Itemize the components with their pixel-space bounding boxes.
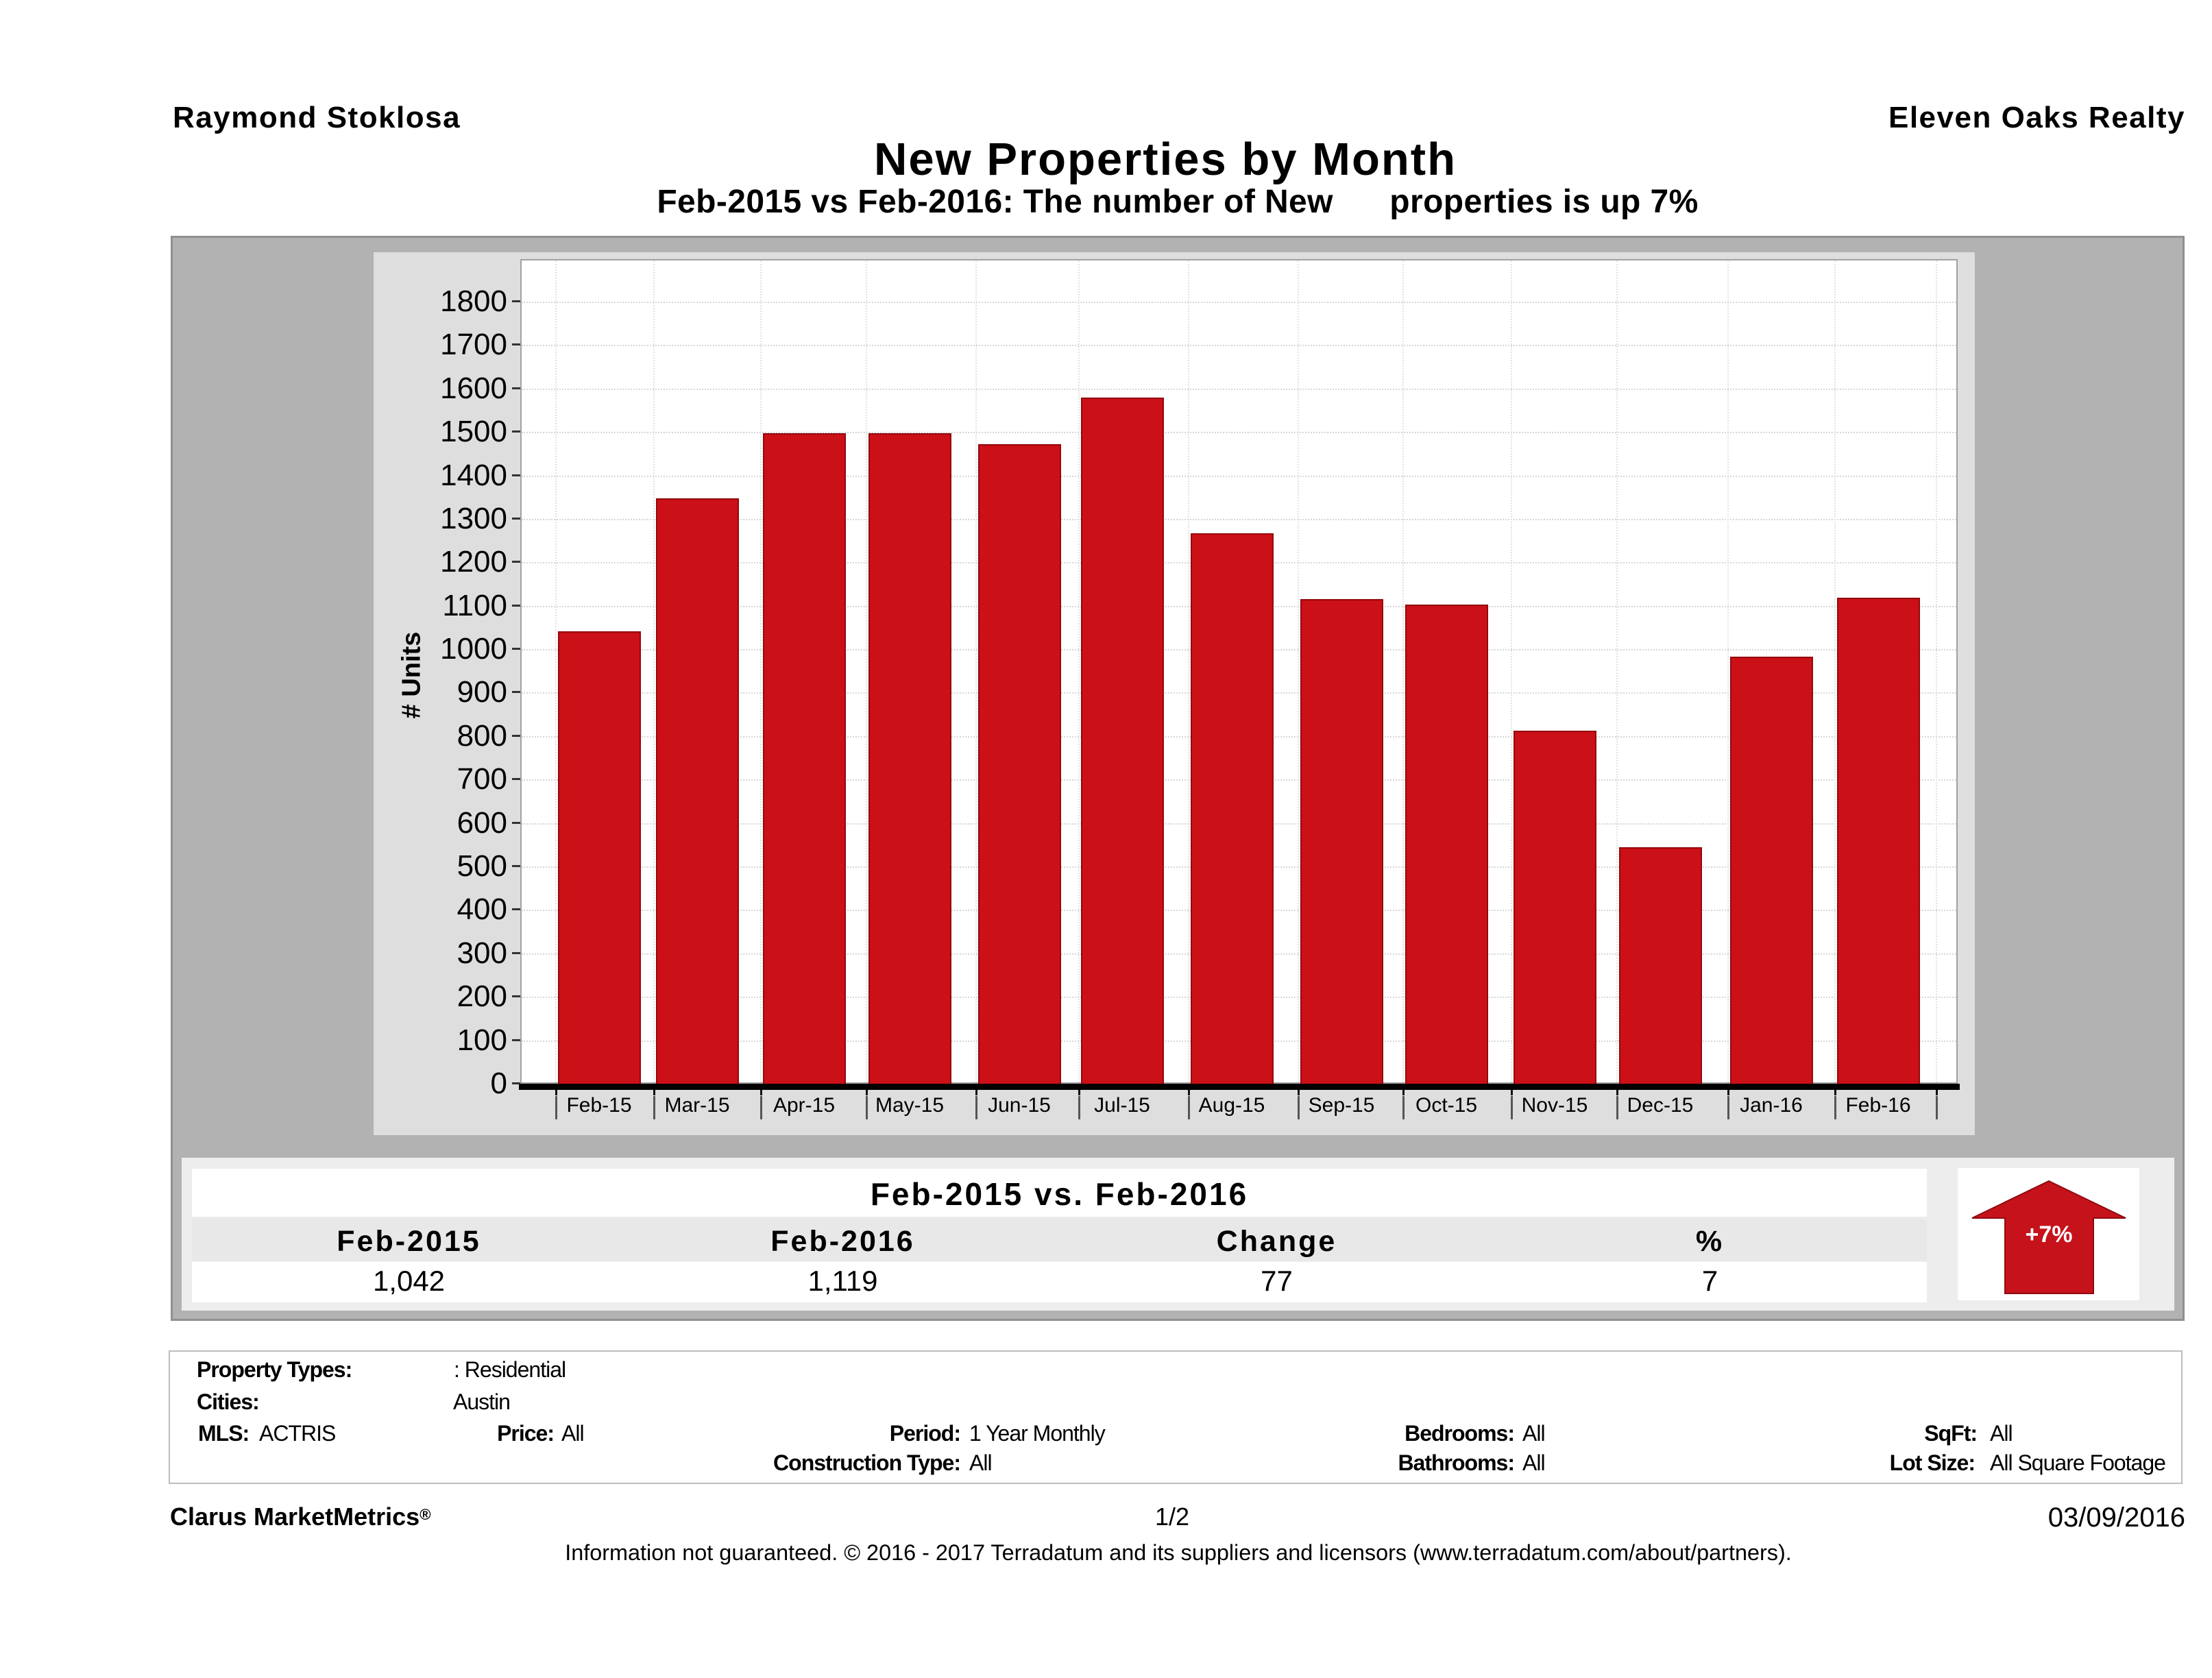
svg-text:+7%: +7% (2026, 1221, 2073, 1248)
